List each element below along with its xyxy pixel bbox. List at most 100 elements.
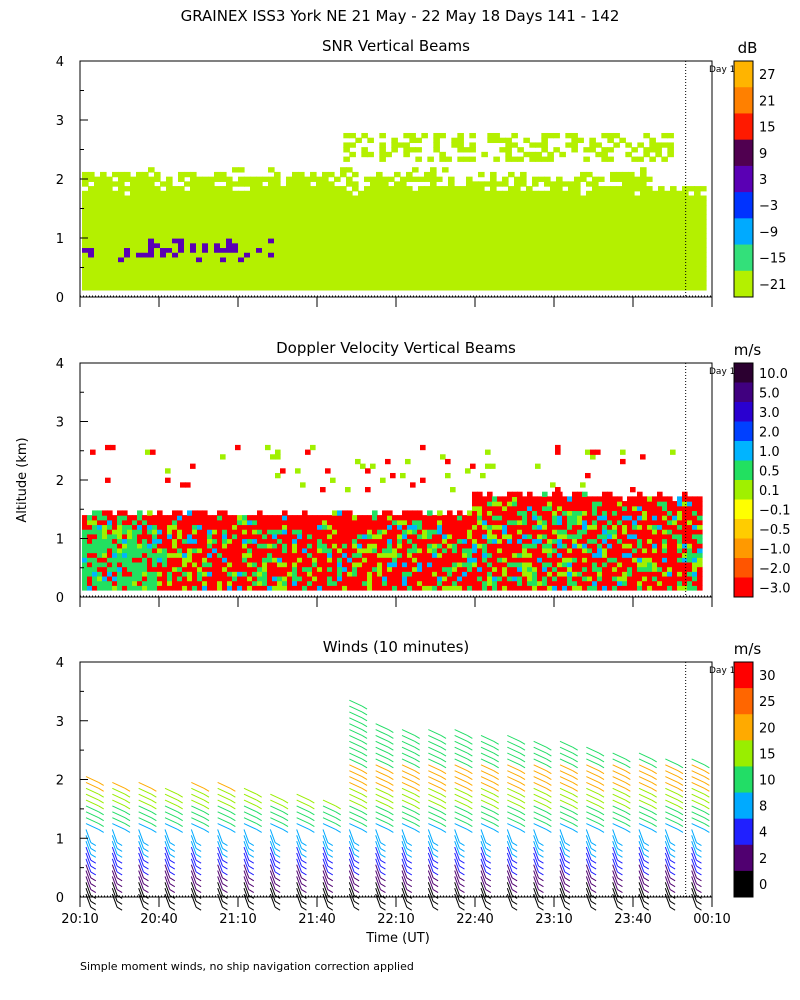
snr-cell — [529, 142, 536, 148]
doppler-cell — [397, 575, 403, 582]
doppler-cell — [237, 557, 243, 563]
snr-cell — [298, 266, 305, 272]
snr-cell — [424, 285, 431, 291]
snr-cell — [526, 238, 533, 244]
doppler-cell — [527, 585, 533, 591]
doppler-cell — [272, 571, 278, 577]
snr-cell — [694, 233, 701, 239]
doppler-cell — [592, 505, 598, 512]
snr-cell — [178, 261, 185, 267]
doppler-cell — [287, 580, 293, 586]
doppler-cell — [547, 585, 553, 591]
doppler-cell — [132, 552, 138, 558]
snr-cell — [286, 247, 293, 253]
doppler-cell — [597, 515, 603, 521]
snr-cell — [196, 176, 203, 182]
doppler-cell — [552, 566, 558, 572]
snr-cell — [436, 233, 443, 239]
doppler-cell — [275, 472, 281, 479]
snr-cell — [268, 167, 275, 173]
snr-cell — [268, 223, 275, 230]
snr-cell — [112, 280, 119, 286]
snr-cell — [538, 275, 545, 282]
snr-cell — [166, 195, 173, 201]
doppler-cell — [552, 505, 558, 512]
doppler-cell — [482, 547, 488, 554]
snr-cell — [190, 261, 197, 267]
snr-cell — [430, 247, 437, 253]
snr-cell — [226, 266, 233, 272]
snr-cell — [550, 200, 557, 206]
snr-cell — [364, 247, 371, 253]
snr-cell — [142, 171, 149, 178]
snr-cell — [256, 247, 263, 253]
snr-cell — [664, 195, 671, 201]
snr-cell — [646, 214, 653, 220]
snr-cell — [694, 280, 701, 286]
snr-cell — [538, 271, 545, 277]
snr-cell — [214, 214, 221, 220]
snr-cell — [490, 200, 497, 206]
doppler-cell — [297, 557, 303, 563]
doppler-cell — [577, 585, 583, 591]
snr-cell — [514, 214, 521, 220]
doppler-cell — [512, 510, 518, 516]
doppler-cell — [552, 491, 558, 497]
doppler-cell — [377, 557, 383, 563]
doppler-cell — [642, 515, 648, 521]
doppler-cell — [642, 580, 648, 586]
snr-cell — [634, 238, 641, 244]
doppler-cell — [342, 557, 348, 563]
doppler-cell — [377, 552, 383, 558]
snr-cell — [190, 219, 197, 225]
snr-cell — [430, 176, 437, 182]
snr-cell — [448, 223, 455, 230]
doppler-cell — [637, 515, 643, 521]
doppler-cell — [305, 449, 311, 455]
snr-cell — [628, 195, 635, 201]
doppler-cell — [652, 529, 658, 535]
snr-cell — [130, 219, 137, 225]
snr-cell — [220, 271, 227, 277]
doppler-cell — [107, 552, 113, 558]
snr-cell — [658, 195, 665, 201]
snr-cell — [106, 200, 113, 206]
doppler-cell — [407, 571, 413, 577]
snr-cell — [118, 171, 125, 178]
snr-cell — [232, 181, 239, 187]
snr-cell — [190, 200, 197, 206]
snr-cell — [274, 190, 281, 197]
snr-cell — [484, 223, 491, 230]
doppler-cell — [237, 524, 243, 530]
snr-cell — [154, 200, 161, 206]
snr-cell — [88, 228, 95, 234]
doppler-cell — [107, 510, 113, 516]
snr-cell — [466, 223, 473, 230]
doppler-cell — [87, 566, 93, 572]
doppler-cell — [442, 561, 448, 568]
doppler-cell — [562, 561, 568, 568]
snr-cell — [526, 256, 533, 263]
doppler-cell — [417, 543, 423, 549]
doppler-cell — [227, 515, 233, 521]
snr-cell — [682, 261, 689, 267]
snr-cell — [172, 219, 179, 225]
snr-cell — [136, 242, 143, 249]
snr-cell — [472, 247, 479, 253]
snr-cell — [256, 256, 263, 263]
snr-cell — [682, 204, 689, 211]
snr-cell — [232, 195, 239, 201]
snr-cell — [238, 190, 245, 197]
snr-cell — [346, 219, 353, 225]
snr-cell — [454, 195, 461, 201]
snr-cell — [412, 266, 419, 272]
doppler-cell — [407, 580, 413, 586]
doppler-cell — [92, 529, 98, 535]
snr-cell — [238, 233, 245, 239]
snr-cell — [640, 266, 647, 272]
snr-cell — [538, 195, 545, 201]
snr-cell — [418, 271, 425, 277]
doppler-cell — [410, 482, 416, 488]
doppler-cell — [87, 543, 93, 549]
doppler-cell — [352, 566, 358, 572]
